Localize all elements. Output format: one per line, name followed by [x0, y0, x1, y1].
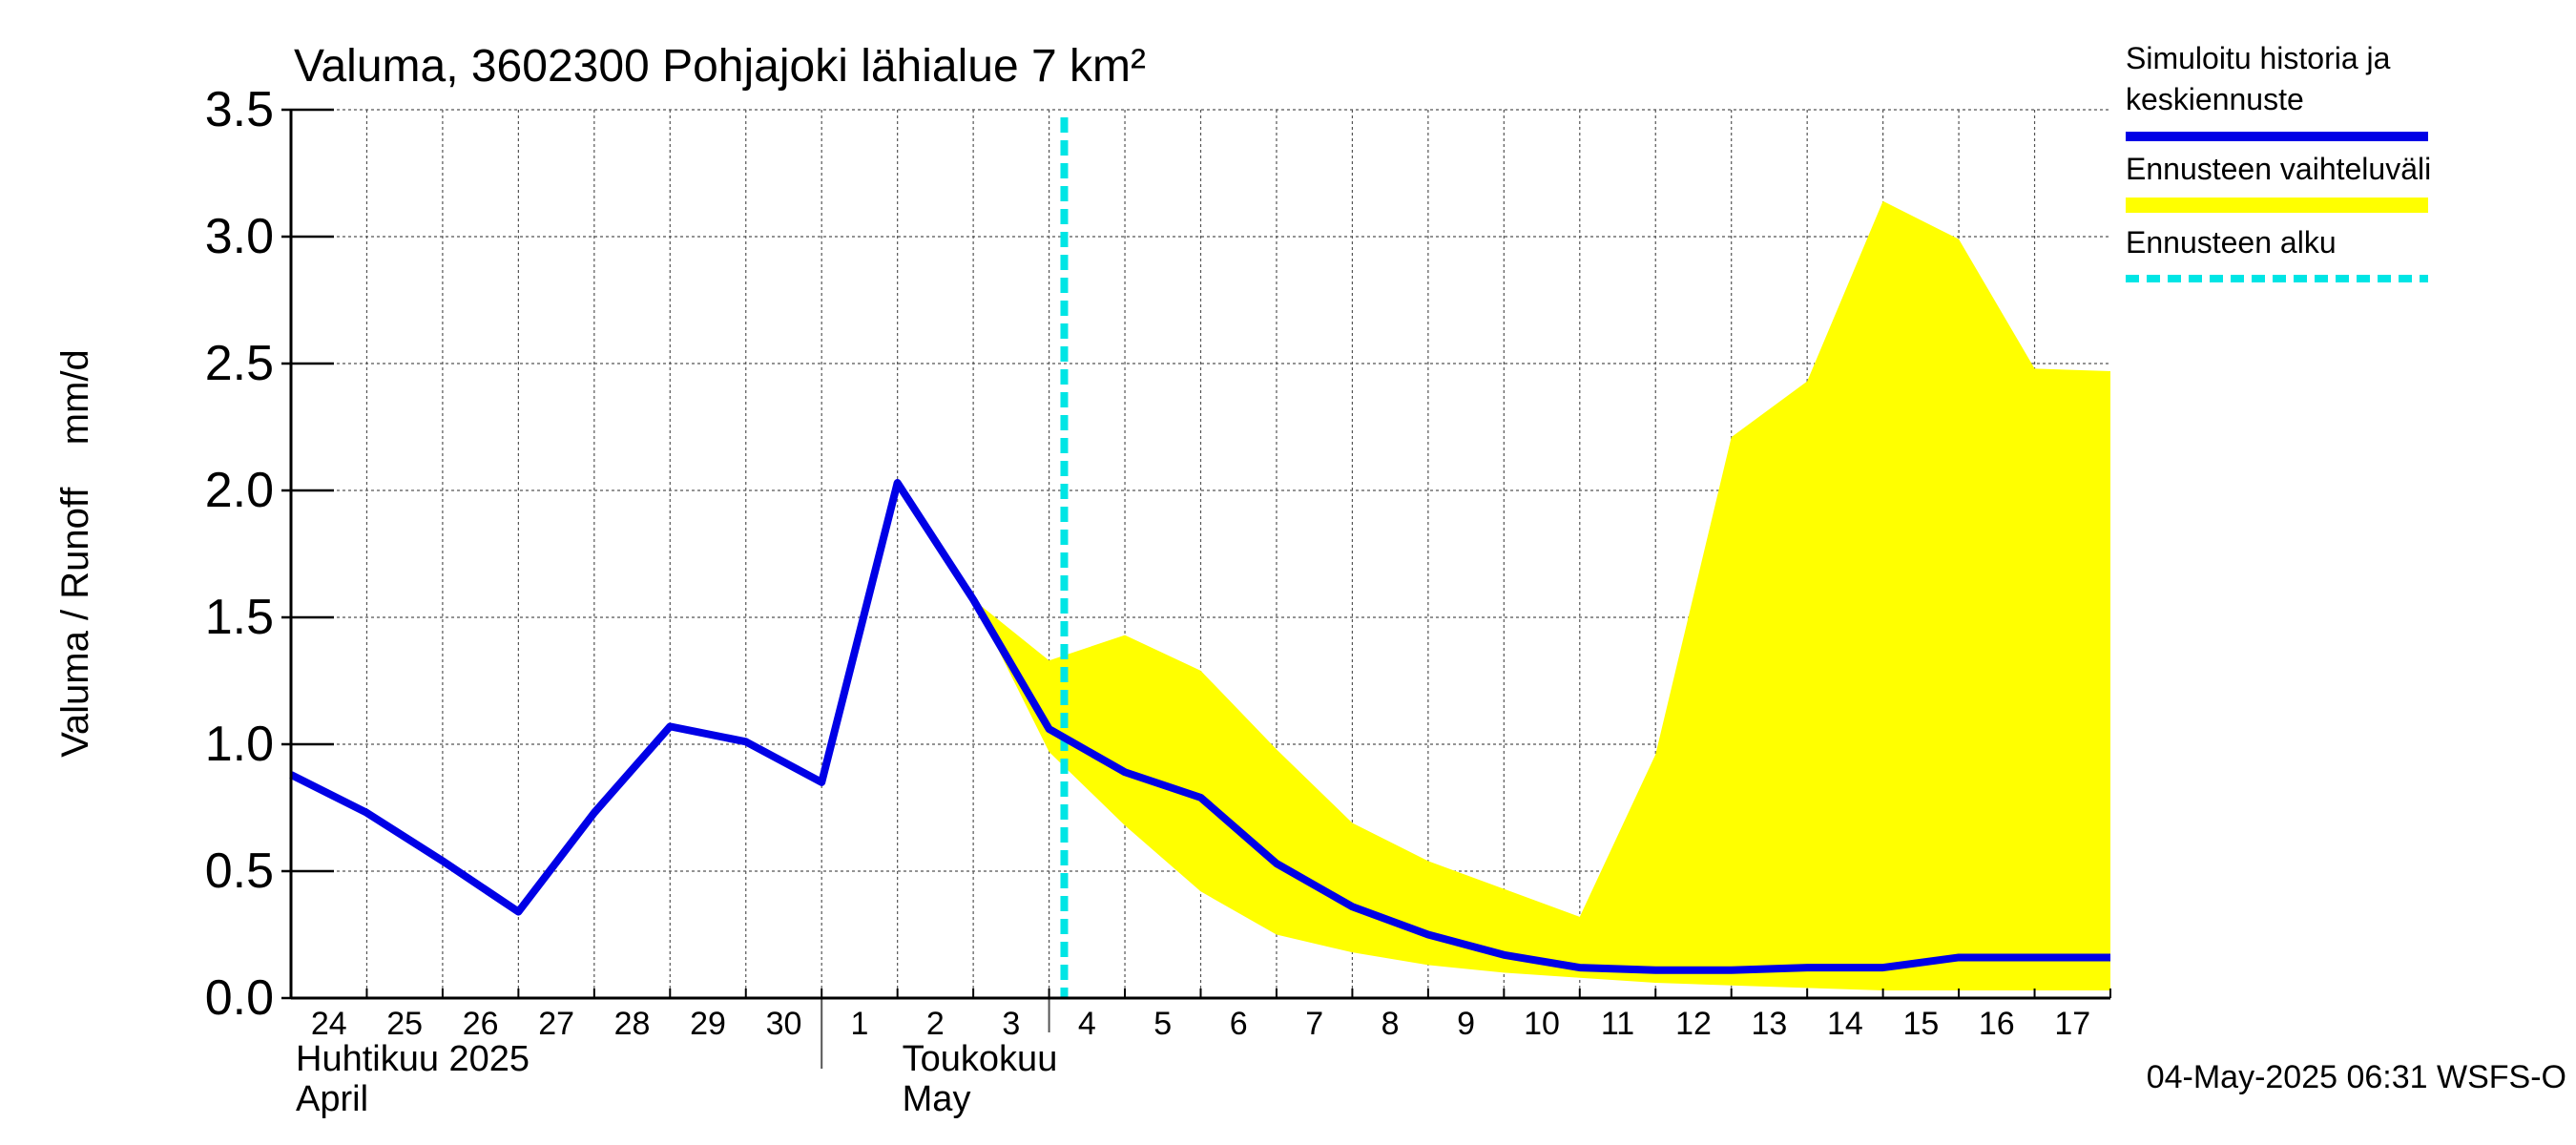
x-day-label: 13 — [1752, 1006, 1788, 1042]
footer-timestamp: 04-May-2025 06:31 WSFS-O — [2147, 1059, 2566, 1095]
y-axis-label: Valuma / Runoff mm/d — [54, 349, 96, 758]
axis-labels: 0.00.51.01.52.02.53.03.524 25 26 27 28 29 30 1 2… — [205, 82, 2090, 1119]
x-day-label: 9 — [1457, 1006, 1475, 1042]
y-tick-label: 3.0 — [205, 209, 274, 264]
x-day-label: 7 — [1305, 1006, 1323, 1042]
chart-title: Valuma, 3602300 Pohjajoki lähialue 7 km² — [294, 41, 1146, 92]
y-tick-label: 0.5 — [205, 843, 274, 899]
legend-label: Ennusteen vaihteluväli — [2126, 152, 2431, 186]
x-day-label: 2 — [926, 1006, 945, 1042]
x-day-label: 4 — [1078, 1006, 1096, 1042]
legend: Simuloitu historia ja keskiennuste Ennuste… — [2126, 41, 2431, 282]
axes — [281, 108, 2111, 1069]
month-label-en: May — [903, 1079, 971, 1119]
forecast-band-layer — [973, 200, 2110, 991]
y-tick-label: 1.0 — [205, 717, 274, 772]
x-day-label: 24 — [311, 1006, 347, 1042]
x-day-label: 3 — [1002, 1006, 1020, 1042]
x-day-label: 16 — [1979, 1006, 2015, 1042]
y-tick-label: 1.5 — [205, 590, 274, 645]
legend-label-line2: keskiennuste — [2126, 82, 2304, 116]
x-day-label: 10 — [1524, 1006, 1560, 1042]
month-label-en: April — [296, 1079, 368, 1119]
x-day-label: 8 — [1381, 1006, 1400, 1042]
forecast-range-band — [973, 200, 2110, 991]
month-label: Huhtikuu 2025 — [296, 1039, 530, 1079]
x-day-label: 5 — [1153, 1006, 1172, 1042]
x-day-label: 28 — [614, 1006, 651, 1042]
series-layer — [289, 117, 2111, 998]
x-day-label: 6 — [1230, 1006, 1248, 1042]
x-day-label: 27 — [538, 1006, 574, 1042]
y-tick-label: 2.5 — [205, 336, 274, 391]
legend-label: Ennusteen alku — [2126, 225, 2337, 260]
y-tick-label: 2.0 — [205, 463, 274, 518]
x-day-label: 12 — [1675, 1006, 1712, 1042]
legend-label: Simuloitu historia ja — [2126, 41, 2391, 75]
x-day-label: 11 — [1601, 1006, 1634, 1042]
y-tick-label: 0.0 — [205, 970, 274, 1026]
x-day-label: 25 — [386, 1006, 423, 1042]
x-day-label: 17 — [2054, 1006, 2090, 1042]
x-day-label: 14 — [1827, 1006, 1863, 1042]
y-tick-label: 3.5 — [205, 82, 274, 137]
x-day-label: 26 — [463, 1006, 499, 1042]
x-day-label: 15 — [1902, 1006, 1939, 1042]
x-day-label: 29 — [690, 1006, 726, 1042]
month-label: Toukokuu — [903, 1039, 1058, 1079]
x-day-label: 1 — [850, 1006, 868, 1042]
x-day-label: 30 — [766, 1006, 802, 1042]
